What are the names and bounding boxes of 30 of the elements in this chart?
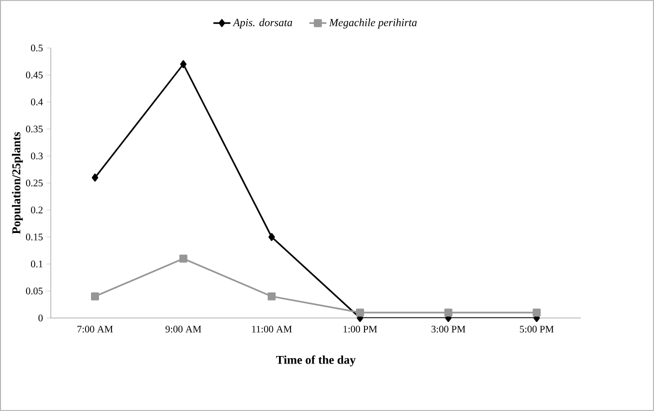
- point: [179, 254, 188, 263]
- y-tick-label: 0.3: [30, 152, 43, 160]
- y-tick-label: 0.45: [26, 72, 43, 78]
- x-axis-title: Time of the day: [276, 355, 356, 366]
- x-tick-label: 3:00 PM: [432, 326, 466, 333]
- legend-label: Apis. dorsata: [232, 18, 292, 28]
- point: [180, 60, 187, 68]
- y-tick-label: 0.25: [26, 180, 43, 186]
- x-tick-label: 11:00 AM: [252, 326, 292, 333]
- y-tick-label: 0.1: [30, 260, 42, 268]
- y-tick-label: 0.2: [30, 206, 43, 214]
- point: [91, 292, 100, 300]
- y-tick-label: 0.35: [26, 126, 43, 132]
- point: [444, 308, 452, 317]
- y-tick-label: 0.15: [26, 234, 43, 240]
- x-tick-label: 7:00 AM: [78, 326, 113, 333]
- x-tick-label: 1:00 PM: [344, 326, 378, 333]
- y-tick-label: 0.4: [30, 98, 43, 106]
- point: [356, 308, 364, 317]
- y-axis-title: Population/25plants: [12, 132, 23, 234]
- y-tick-label: 0.5: [30, 44, 43, 52]
- point: [92, 174, 98, 182]
- point: [268, 232, 275, 241]
- x-tick-label: 5:00 PM: [520, 326, 554, 333]
- y-tick-label: 0.05: [26, 288, 43, 294]
- point: [532, 308, 541, 317]
- y-tick-label: 0: [38, 314, 43, 322]
- x-tick-label: 9:00 AM: [166, 326, 202, 333]
- legend-label: Megachile perihirta: [329, 18, 417, 28]
- point: [268, 292, 276, 300]
